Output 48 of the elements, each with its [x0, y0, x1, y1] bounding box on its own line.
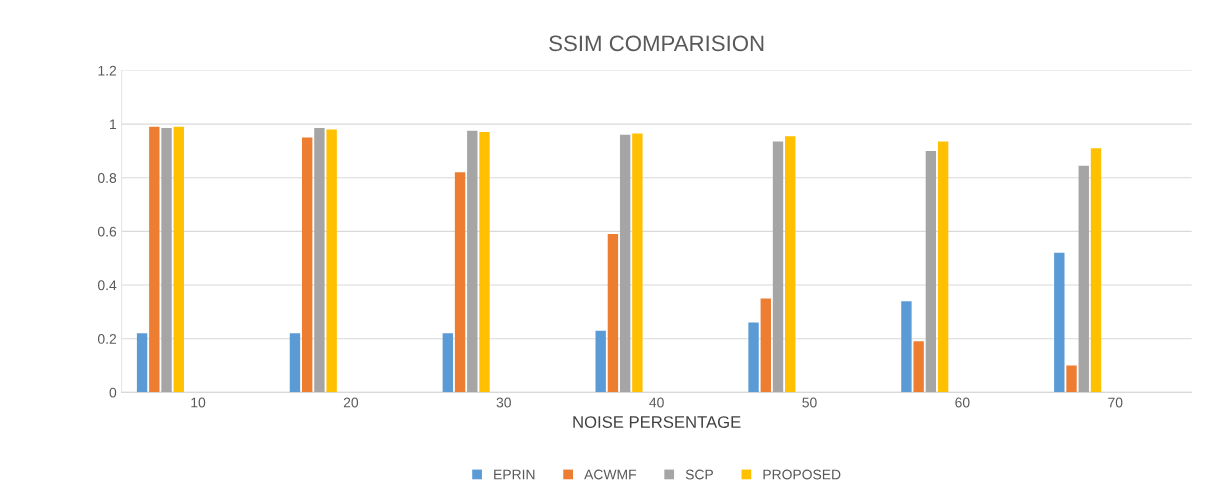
legend-label: SCP — [685, 469, 713, 480]
y-tick-label: 1.2 — [98, 65, 117, 76]
bar — [149, 126, 160, 393]
bar — [301, 137, 313, 393]
x-tick-label: 20 — [343, 397, 359, 408]
bar — [442, 333, 454, 393]
bar — [760, 298, 771, 393]
bar — [595, 330, 606, 393]
bar — [326, 129, 337, 393]
bar — [289, 333, 301, 393]
bar — [901, 301, 912, 393]
bar — [619, 134, 631, 393]
bar — [314, 128, 325, 393]
bar — [772, 141, 784, 393]
bar — [454, 172, 466, 393]
bar — [1054, 252, 1065, 393]
x-tick-label: 10 — [191, 397, 206, 408]
bar — [607, 234, 619, 393]
bar — [1066, 365, 1077, 393]
bar — [925, 150, 937, 393]
chart-title: SSIM COMPARISION — [549, 35, 764, 52]
y-tick-label: 0 — [109, 387, 117, 398]
x-tick-label: 30 — [496, 397, 511, 408]
y-tick-label: 0.2 — [97, 334, 117, 344]
x-tick-label: 50 — [802, 397, 817, 408]
bar — [1078, 165, 1089, 393]
bar — [161, 128, 172, 393]
y-tick-label: 1 — [110, 119, 117, 130]
x-tick-label: 60 — [955, 397, 970, 408]
bar — [479, 132, 490, 393]
bar — [785, 136, 796, 393]
legend-label: EPRIN — [494, 469, 535, 480]
bar — [748, 322, 759, 393]
legend-label: ACWMF — [584, 469, 637, 480]
x-axis-title: NOISE PERSENTAGE — [573, 416, 741, 428]
bar — [913, 341, 924, 393]
legend-label: PROPOSED — [763, 469, 841, 480]
x-tick-label: 40 — [649, 397, 664, 408]
y-tick-label: 0.4 — [97, 280, 117, 291]
bar — [173, 126, 184, 393]
y-tick-label: 0.8 — [97, 173, 117, 183]
y-tick-label: 0.6 — [97, 226, 117, 237]
bar — [467, 130, 478, 393]
x-tick-label: 70 — [1108, 397, 1123, 408]
bar — [1090, 148, 1102, 393]
bar — [937, 141, 949, 393]
bar — [136, 333, 148, 393]
bar — [632, 133, 643, 393]
